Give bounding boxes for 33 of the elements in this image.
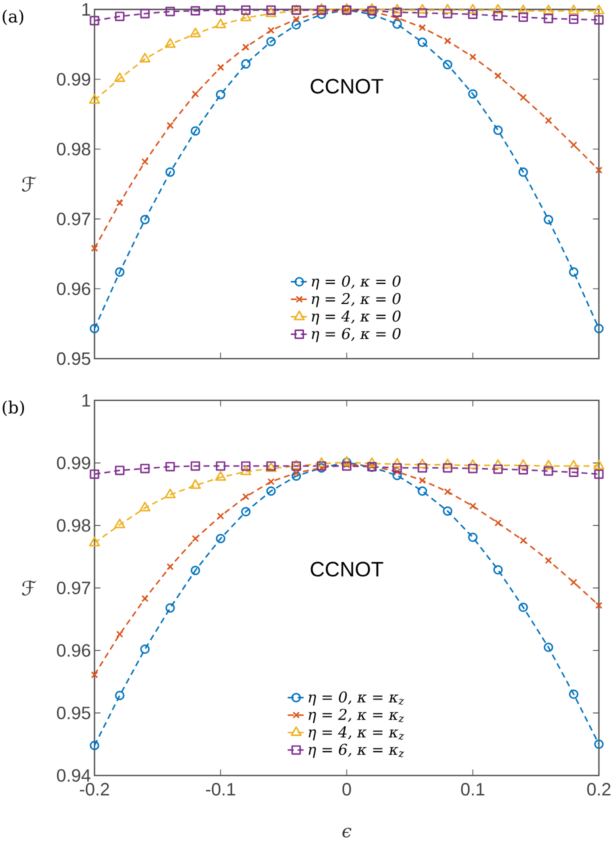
y-axis-title: ℱ <box>22 176 36 192</box>
annotation: CCNOT <box>310 562 384 577</box>
x-axis-title: ϵ <box>342 828 352 838</box>
y-tick-label: 0.98 <box>57 142 90 156</box>
legend-label: η = 6, κ = 0 <box>312 328 401 342</box>
y-tick-label: 0.98 <box>57 519 90 532</box>
y-axis-title: ℱ <box>22 580 36 596</box>
y-tick-label: 0.97 <box>57 212 90 226</box>
y-tick-label: 0.97 <box>57 582 90 594</box>
y-tick-label: 0.95 <box>57 706 90 720</box>
y-tick-label: 0.95 <box>57 352 90 365</box>
x-tick-label: 0.1 <box>461 782 485 796</box>
legend-label: η = 4, κ = 0 <box>312 310 401 325</box>
legend-label: η = 2, κ = κ$_{z}$ <box>308 708 404 723</box>
y-tick-label: 0.94 <box>57 769 91 782</box>
x-tick-label: -0.2 <box>80 782 110 796</box>
annotation: CCNOT <box>310 78 384 94</box>
x-tick-label: -0.1 <box>206 782 236 796</box>
x-tick-label: 0.2 <box>587 782 611 796</box>
legend-label: η = 2, κ = 0 <box>312 293 401 308</box>
y-tick-label: 0.99 <box>57 456 90 470</box>
y-tick-label: 1 <box>82 3 90 16</box>
legend-label: η = 4, κ = κ$_{z}$ <box>308 726 404 740</box>
legend-label: η = 0, κ = 0 <box>312 276 401 290</box>
y-tick-label: 0.99 <box>57 72 90 86</box>
legend-label: η = 0, κ = κ$_{z}$ <box>308 691 404 706</box>
chart-title: (a) <box>2 10 24 26</box>
x-tick-label: 0 <box>342 782 352 796</box>
y-tick-label: 0.96 <box>57 644 90 657</box>
y-tick-label: 0.96 <box>57 282 90 296</box>
legend-label: η = 6, κ = κ$_{z}$ <box>308 744 404 758</box>
y-tick-label: 1 <box>82 394 90 407</box>
chart-title: (b) <box>2 400 24 416</box>
